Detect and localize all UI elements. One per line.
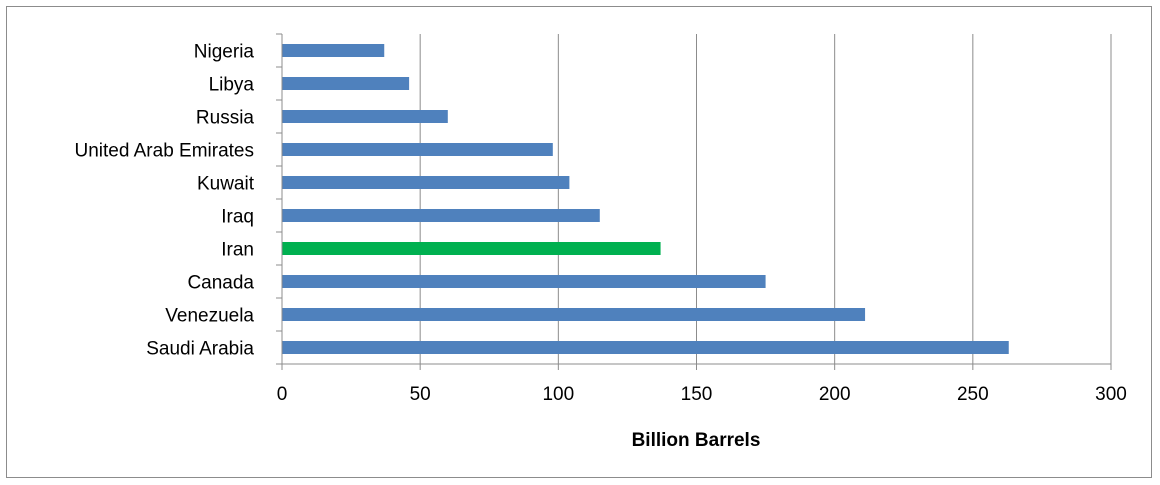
category-labels: Saudi Arabia Venezuela Canada Iran Iraq Kuwai…: [74, 42, 254, 360]
category-label-kuwait: Kuwait: [197, 174, 255, 195]
x-tick-label-100: 100: [542, 384, 574, 405]
bar-canada: [282, 275, 766, 288]
x-tick-label-0: 0: [277, 384, 288, 405]
category-label-iraq: Iraq: [221, 207, 254, 228]
category-label-saudi-arabia: Saudi Arabia: [146, 339, 254, 360]
tick-labels: 0 50 100 150 200 250 300: [277, 384, 1127, 405]
x-tick-label-250: 250: [957, 384, 989, 405]
category-label-canada: Canada: [187, 273, 254, 294]
category-label-libya: Libya: [209, 75, 255, 96]
category-label-venezuela: Venezuela: [165, 306, 254, 327]
category-label-iran: Iran: [221, 240, 254, 261]
x-tick-label-200: 200: [819, 384, 851, 405]
bar-iran: [282, 242, 661, 255]
x-tick-label-50: 50: [410, 384, 431, 405]
bar-nigeria: [282, 44, 385, 57]
bars: [282, 44, 1009, 354]
bar-kuwait: [282, 176, 570, 189]
category-label-united-arab-emirates: United Arab Emirates: [74, 141, 254, 162]
x-axis-title: Billion Barrels: [632, 430, 761, 451]
category-label-russia: Russia: [196, 108, 255, 129]
bar-united-arab-emirates: [282, 143, 553, 156]
bar-libya: [282, 77, 410, 90]
category-label-nigeria: Nigeria: [194, 42, 255, 63]
bar-saudi-arabia: [282, 341, 1009, 354]
bar-venezuela: [282, 308, 866, 321]
axes: [276, 33, 1112, 370]
x-tick-label-150: 150: [681, 384, 713, 405]
x-tick-label-300: 300: [1095, 384, 1127, 405]
bar-iraq: [282, 209, 600, 222]
bar-russia: [282, 110, 448, 123]
